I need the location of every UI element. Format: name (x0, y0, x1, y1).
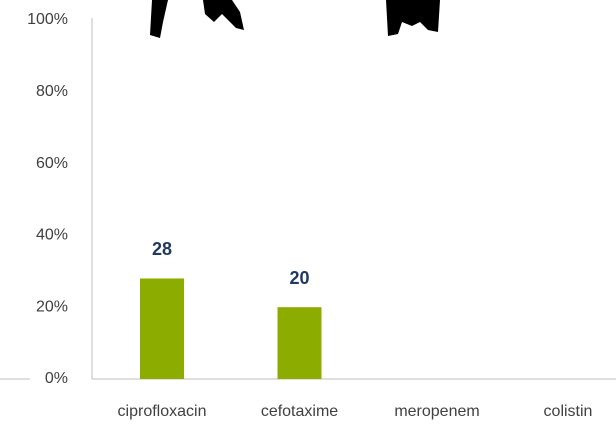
y-tick-label: 20% (36, 298, 68, 315)
silhouette (386, 0, 440, 36)
x-tick-label: ciprofloxacin (118, 403, 207, 420)
x-tick-label: colistin (544, 403, 593, 420)
bar (277, 307, 322, 379)
y-tick-label: 0% (45, 370, 68, 387)
y-tick-label: 40% (36, 227, 68, 244)
x-tick-label: meropenem (394, 403, 479, 420)
silhouette (150, 0, 244, 38)
y-tick-label: 80% (36, 83, 68, 100)
y-tick-label: 60% (36, 155, 68, 172)
data-label: 20 (289, 268, 309, 288)
x-tick-label: cefotaxime (261, 403, 338, 420)
bar (140, 278, 184, 379)
y-tick-label: 100% (27, 11, 68, 28)
data-label: 28 (152, 239, 172, 259)
